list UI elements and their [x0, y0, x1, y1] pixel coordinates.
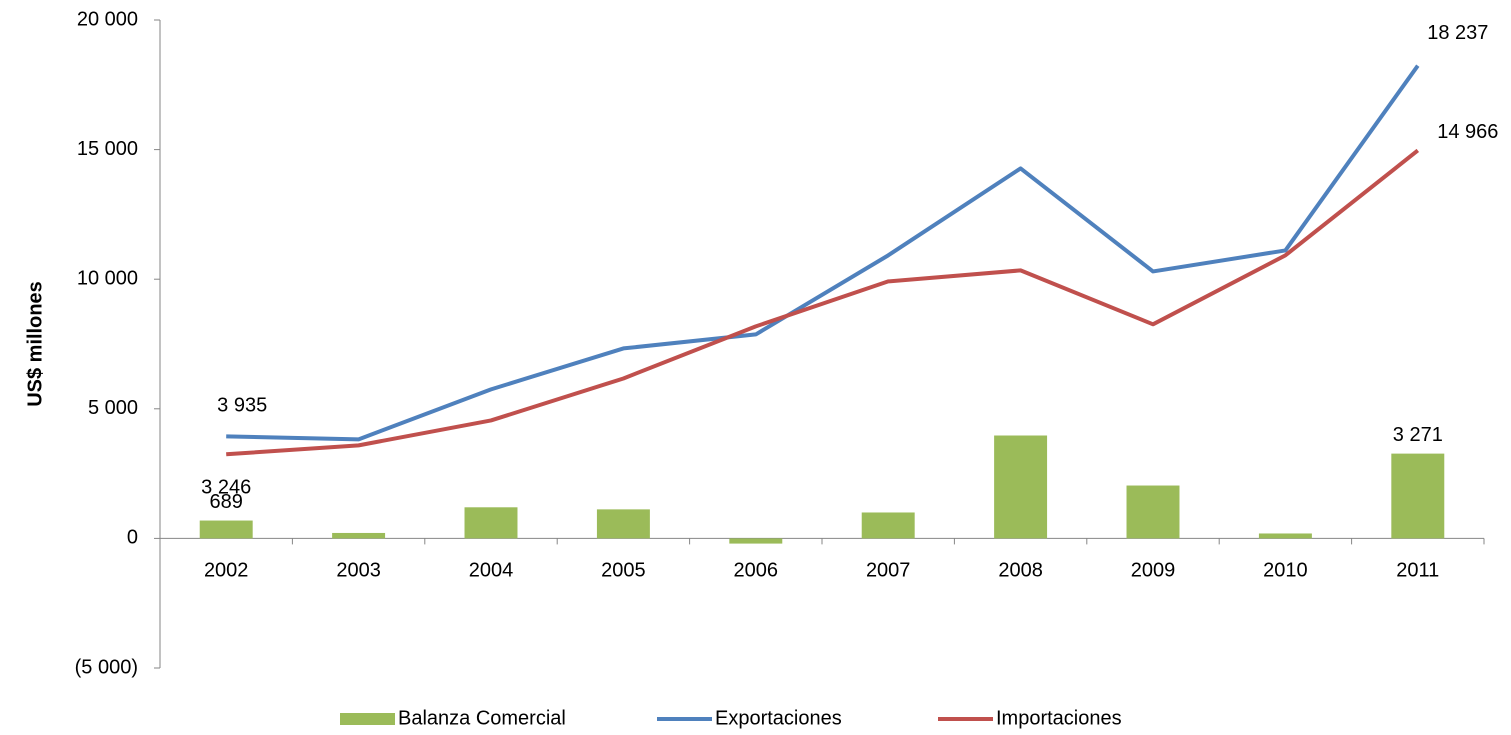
y-tick-label: 0: [127, 527, 138, 549]
data-label: 3 246: [201, 477, 251, 499]
bar: [464, 507, 518, 539]
bar: [199, 520, 253, 539]
y-axis-label: US$ millones: [24, 281, 46, 407]
data-label: 3 271: [1393, 424, 1443, 446]
y-tick-label: 5 000: [88, 397, 138, 419]
x-tick-label: 2009: [1131, 560, 1176, 582]
bar: [1258, 533, 1312, 539]
bar: [1126, 485, 1180, 539]
data-label: 689: [210, 491, 243, 513]
legend-label: Balanza Comercial: [398, 707, 566, 729]
bar: [729, 538, 783, 544]
bar: [332, 532, 386, 539]
x-tick-label: 2002: [204, 560, 249, 582]
data-label: 3 935: [217, 395, 267, 417]
x-tick-label: 2005: [601, 560, 646, 582]
bar: [1391, 453, 1445, 539]
data-label: 18 237: [1427, 22, 1488, 44]
data-label: 14 966: [1437, 121, 1498, 143]
legend-label: Exportaciones: [715, 707, 842, 729]
x-tick-label: 2006: [734, 560, 779, 582]
bar: [596, 509, 650, 539]
y-tick-label: (5 000): [75, 656, 138, 678]
x-tick-label: 2007: [866, 560, 911, 582]
x-tick-label: 2003: [336, 560, 381, 582]
legend-swatch: [340, 713, 395, 725]
bar: [994, 435, 1048, 539]
bar: [861, 512, 915, 539]
x-tick-label: 2004: [469, 560, 514, 582]
x-tick-label: 2010: [1263, 560, 1308, 582]
y-tick-label: 10 000: [77, 267, 138, 289]
line: [226, 148, 1420, 457]
y-tick-label: 15 000: [77, 138, 138, 160]
line: [226, 64, 1420, 442]
x-tick-label: 2008: [998, 560, 1043, 582]
legend-label: Importaciones: [996, 707, 1122, 729]
x-tick-label: 2011: [1396, 560, 1439, 582]
y-tick-label: 20 000: [77, 8, 138, 30]
